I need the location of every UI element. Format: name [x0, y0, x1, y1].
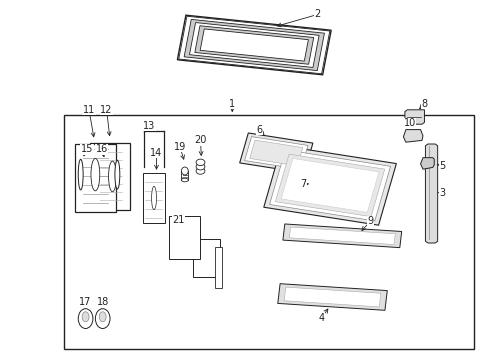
Polygon shape	[90, 143, 129, 210]
Text: 11: 11	[82, 105, 95, 115]
Polygon shape	[239, 133, 312, 173]
Polygon shape	[263, 145, 396, 225]
Polygon shape	[189, 23, 319, 67]
Ellipse shape	[151, 186, 156, 210]
Ellipse shape	[82, 312, 89, 322]
Text: 1: 1	[229, 99, 235, 109]
Text: 12: 12	[100, 105, 113, 115]
Polygon shape	[289, 227, 394, 244]
Text: 19: 19	[173, 142, 186, 152]
Text: 7: 7	[300, 179, 305, 189]
Ellipse shape	[196, 168, 204, 174]
Bar	[63, 115, 473, 349]
Ellipse shape	[91, 158, 100, 191]
Polygon shape	[281, 158, 378, 212]
Text: 20: 20	[194, 135, 206, 145]
Text: 13: 13	[142, 121, 155, 131]
Polygon shape	[275, 154, 384, 217]
Text: 8: 8	[421, 99, 427, 109]
Polygon shape	[425, 144, 437, 243]
Polygon shape	[200, 29, 308, 61]
Text: 16: 16	[95, 144, 108, 154]
Text: 2: 2	[314, 9, 320, 19]
Text: 21: 21	[172, 215, 184, 225]
Polygon shape	[249, 140, 302, 166]
Polygon shape	[277, 284, 386, 310]
Polygon shape	[404, 110, 424, 124]
Polygon shape	[420, 158, 433, 169]
Polygon shape	[244, 136, 307, 170]
Polygon shape	[403, 130, 422, 142]
Text: 5: 5	[439, 161, 445, 171]
Polygon shape	[184, 19, 324, 71]
Bar	[143, 173, 164, 223]
Polygon shape	[74, 144, 116, 212]
Ellipse shape	[78, 309, 93, 328]
Text: 14: 14	[150, 148, 163, 158]
Polygon shape	[282, 224, 401, 248]
Text: 6: 6	[256, 125, 262, 135]
Ellipse shape	[196, 159, 204, 166]
Bar	[215, 247, 222, 288]
Ellipse shape	[115, 160, 120, 189]
Ellipse shape	[78, 159, 83, 190]
Ellipse shape	[108, 161, 116, 192]
Text: 3: 3	[439, 188, 445, 198]
Polygon shape	[194, 26, 313, 64]
Polygon shape	[269, 150, 390, 221]
Ellipse shape	[95, 309, 110, 328]
Ellipse shape	[196, 163, 204, 170]
Bar	[168, 216, 200, 259]
Text: 9: 9	[366, 216, 372, 226]
Polygon shape	[284, 287, 380, 307]
Ellipse shape	[181, 178, 188, 182]
Text: 4: 4	[318, 312, 324, 323]
Text: 10: 10	[403, 118, 415, 128]
Text: 15: 15	[81, 144, 93, 154]
Bar	[193, 239, 220, 277]
Ellipse shape	[99, 312, 106, 322]
Polygon shape	[179, 16, 329, 74]
Ellipse shape	[181, 167, 188, 175]
Text: 17: 17	[79, 297, 92, 307]
Text: 18: 18	[96, 297, 109, 307]
